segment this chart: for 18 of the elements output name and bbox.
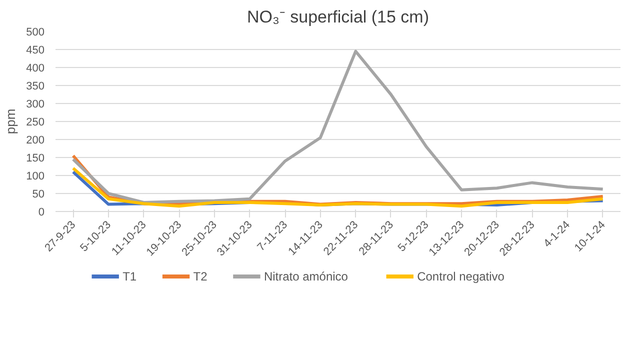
y-tick-label: 150: [26, 152, 45, 164]
line-series: [72, 50, 604, 204]
y-tick-label: 300: [26, 98, 45, 110]
y-tick-label: 200: [26, 134, 45, 146]
y-axis-title: ppm: [3, 108, 18, 134]
legend-label: T2: [193, 270, 208, 284]
legend-label: Nitrato amónico: [264, 270, 348, 284]
y-tick-label: 450: [26, 44, 45, 56]
legend-label: T1: [122, 270, 137, 284]
chart-title: NO₃⁻ superficial (15 cm): [246, 8, 430, 26]
legend-label: Control negativo: [417, 270, 505, 284]
y-tick-label: 500: [26, 26, 45, 38]
y-tick-label: 250: [26, 116, 45, 128]
y-tick-label: 350: [26, 80, 45, 92]
y-tick-label: 50: [32, 188, 45, 200]
y-tick-label: 0: [38, 206, 45, 218]
y-tick-label: 100: [26, 170, 45, 182]
y-tick-label: 400: [26, 62, 45, 74]
